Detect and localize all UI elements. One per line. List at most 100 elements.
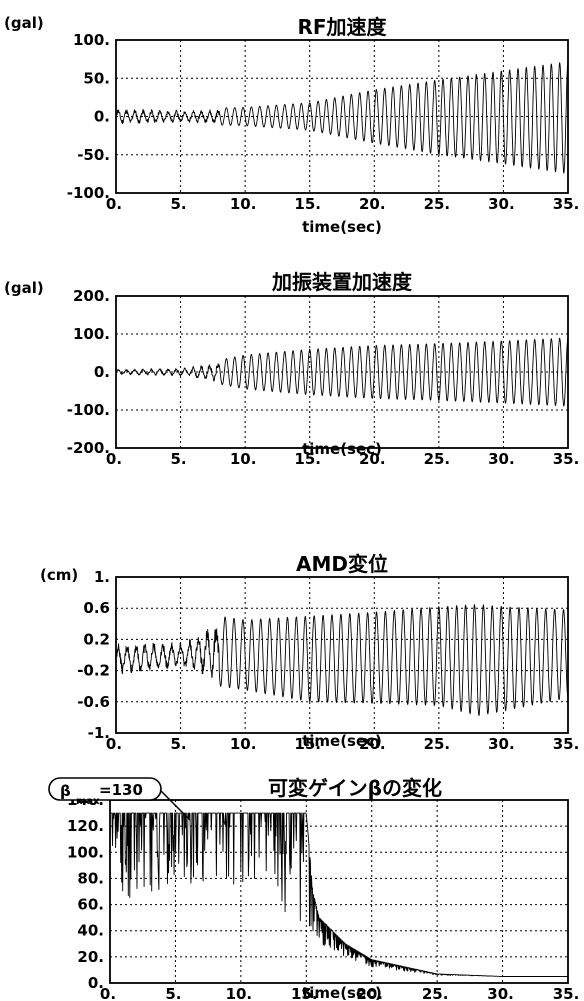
series	[110, 812, 568, 977]
x-tick-label: 20.	[359, 195, 386, 213]
beta-max-annotation: β max =130	[48, 777, 191, 821]
y-tick-label: -0.2	[77, 662, 110, 680]
series-line	[110, 812, 568, 977]
x-tick-label: 25.	[424, 735, 451, 753]
x-axis-label: time(sec)	[302, 218, 382, 236]
y-tick-labels: 1. 0.6 0.2 -0.2 -0.6 -1.	[77, 568, 110, 742]
plot-frame	[115, 576, 569, 734]
x-tick-label: 10.	[230, 195, 257, 213]
chart-title: 可変ゲインβの変化	[268, 776, 442, 800]
series-line	[115, 61, 569, 174]
x-tick-label: 15.	[294, 735, 321, 753]
x-tick-label: 10.	[230, 450, 257, 468]
x-tick-label: 10.	[230, 735, 257, 753]
y-tick-label: 0.6	[83, 599, 110, 617]
x-tick-label: 20.	[356, 985, 383, 1001]
x-tick-label: 10.	[226, 985, 253, 1001]
x-axis-label: time(sec)	[302, 440, 382, 458]
series-line	[115, 337, 569, 407]
chart-title: AMD変位	[296, 552, 388, 576]
y-tick-label: 0.	[88, 974, 104, 992]
y-tick-label: -50.	[77, 146, 110, 164]
x-tick-label: 0.	[106, 450, 122, 468]
annotation-value: =130	[99, 781, 143, 799]
y-tick-label: -200.	[67, 439, 110, 457]
chart-amd-displacement: AMD変位 (cm) time(sec) 1. 0.6 0.2 -0.2 -0.6 -1.…	[40, 552, 579, 753]
y-tick-label: 200.	[73, 287, 110, 305]
y-tick-labels: 200. 100. 0. -100. -200.	[67, 287, 110, 457]
chart-variable-gain-beta: 可変ゲインβの変化 time(sec) 140.120.100.80.60.40…	[48, 776, 579, 1001]
unit-label: (gal)	[4, 279, 44, 297]
y-tick-labels: 140.120.100.80.60.40.20.0.	[67, 791, 104, 992]
x-tick-label: 5.	[171, 195, 187, 213]
y-tick-label: 100.	[67, 843, 104, 861]
y-tick-label: 120.	[67, 817, 104, 835]
x-tick-label: 0.	[106, 735, 122, 753]
plot-frame	[109, 799, 569, 984]
y-tick-label: -1.	[88, 724, 110, 742]
x-tick-label: 5.	[165, 985, 181, 1001]
x-tick-label: 15.	[294, 195, 321, 213]
x-tick-label: 15.	[291, 985, 318, 1001]
x-tick-label: 20.	[359, 735, 386, 753]
chart-exciter-acceleration: 加振装置加速度 (gal) time(sec) 200. 100. 0. -100. -…	[4, 270, 579, 468]
x-tick-label: 35.	[553, 195, 580, 213]
x-tick-label: 25.	[424, 450, 451, 468]
series-line	[115, 604, 569, 717]
x-tick-label: 35.	[553, 450, 580, 468]
x-tick-label: 15.	[294, 450, 321, 468]
x-axis-label: time(sec)	[302, 732, 382, 750]
y-tick-label: -0.6	[77, 693, 110, 711]
y-tick-label: 0.	[94, 108, 110, 126]
gridlines	[116, 40, 568, 193]
y-tick-label: 0.2	[83, 630, 110, 648]
plot-frame	[115, 295, 569, 449]
chart-title: 加振装置加速度	[271, 270, 413, 294]
annotation-beta: β	[60, 782, 71, 800]
y-tick-label: 50.	[83, 69, 110, 87]
x-tick-label: 5.	[171, 735, 187, 753]
x-tick-label: 35.	[553, 985, 580, 1001]
x-tick-label: 0.	[100, 985, 116, 1001]
annotation-pointer	[159, 789, 191, 821]
x-tick-label: 35.	[553, 735, 580, 753]
y-tick-label: -100.	[67, 184, 110, 202]
unit-label: (gal)	[4, 14, 44, 32]
x-tick-label: 0.	[106, 195, 122, 213]
x-tick-labels: 0. 5. 10. 15. 20. 25. 30. 35.	[106, 195, 579, 213]
y-tick-label: 20.	[77, 948, 104, 966]
x-tick-labels: 0. 5. 10. 15. 20. 25. 30. 35.	[100, 985, 579, 1001]
x-tick-label: 30.	[488, 735, 515, 753]
series	[115, 61, 569, 174]
x-tick-label: 25.	[422, 985, 449, 1001]
x-tick-labels: 0. 5. 10. 15. 20. 25. 30. 35.	[106, 450, 579, 468]
x-tick-label: 30.	[488, 195, 515, 213]
y-tick-labels: 100. 50. 0. -50. -100.	[67, 31, 110, 202]
y-tick-label: 1.	[94, 568, 110, 586]
x-tick-label: 20.	[359, 450, 386, 468]
plot-frame	[115, 39, 569, 194]
x-tick-labels: 0. 5. 10. 15. 20. 25. 30. 35.	[106, 735, 579, 753]
y-tick-label: 100.	[73, 325, 110, 343]
x-tick-label: 30.	[488, 450, 515, 468]
chart-rf-acceleration: RF加速度 (gal) time(sec) 100. 50. 0. -50. -100.…	[4, 14, 579, 236]
annotation-box	[48, 777, 162, 801]
x-axis-label: time(sec)	[302, 984, 382, 1001]
annotation-subscript: max	[76, 796, 100, 807]
series	[115, 337, 569, 407]
y-tick-label: 100.	[73, 31, 110, 49]
y-tick-label: 60.	[77, 896, 104, 914]
y-tick-label: 40.	[77, 922, 104, 940]
x-tick-label: 30.	[487, 985, 514, 1001]
chart-title: RF加速度	[297, 15, 387, 39]
gridlines	[116, 296, 568, 448]
series	[115, 604, 569, 717]
gridlines	[116, 577, 568, 733]
y-tick-label: 80.	[77, 869, 104, 887]
y-tick-label: -100.	[67, 401, 110, 419]
unit-label: (cm)	[40, 566, 78, 584]
y-tick-label: 0.	[94, 363, 110, 381]
x-tick-label: 5.	[171, 450, 187, 468]
x-tick-label: 25.	[424, 195, 451, 213]
